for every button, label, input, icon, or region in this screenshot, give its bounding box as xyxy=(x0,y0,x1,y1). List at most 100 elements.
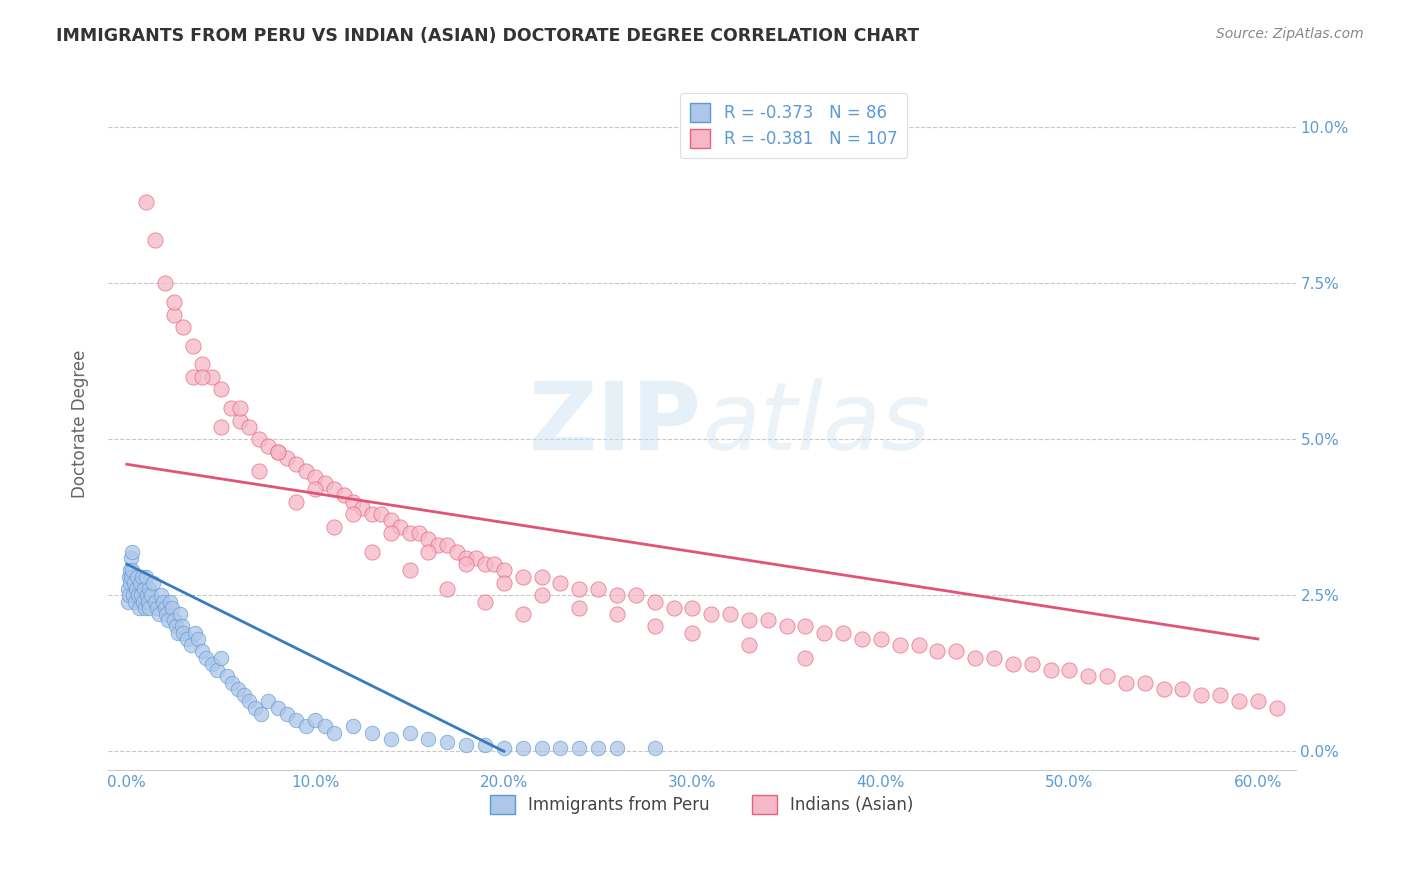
Point xyxy=(1059,663,1081,677)
Point xyxy=(138,582,160,596)
Point xyxy=(456,550,478,565)
Point xyxy=(436,538,458,552)
Point xyxy=(474,738,496,752)
Point xyxy=(127,588,149,602)
Point xyxy=(295,719,318,733)
Point xyxy=(191,358,214,372)
Point xyxy=(342,507,364,521)
Point xyxy=(117,594,139,608)
Point xyxy=(121,563,143,577)
Point xyxy=(1021,657,1043,671)
Point xyxy=(492,563,515,577)
Point xyxy=(550,575,572,590)
Point xyxy=(361,725,384,739)
Point xyxy=(118,575,141,590)
Point xyxy=(169,607,191,621)
Point xyxy=(166,625,188,640)
Point xyxy=(794,650,817,665)
Point xyxy=(456,738,478,752)
Point xyxy=(172,625,194,640)
Point xyxy=(484,557,506,571)
Point xyxy=(257,439,280,453)
Point xyxy=(662,600,685,615)
Text: Source: ZipAtlas.com: Source: ZipAtlas.com xyxy=(1216,27,1364,41)
Point xyxy=(138,600,160,615)
Point xyxy=(474,557,496,571)
Point xyxy=(586,582,609,596)
Point xyxy=(512,607,534,621)
Point xyxy=(436,582,458,596)
Point xyxy=(1171,681,1194,696)
Point xyxy=(238,694,260,708)
Point xyxy=(127,569,149,583)
Point xyxy=(568,741,591,756)
Point xyxy=(606,607,628,621)
Point xyxy=(1039,663,1062,677)
Point xyxy=(266,444,288,458)
Point xyxy=(181,339,204,353)
Point xyxy=(644,594,666,608)
Point xyxy=(152,594,174,608)
Point xyxy=(129,588,152,602)
Point xyxy=(436,735,458,749)
Point xyxy=(221,675,243,690)
Point xyxy=(153,600,176,615)
Point xyxy=(172,320,194,334)
Point xyxy=(398,525,420,540)
Point xyxy=(456,557,478,571)
Point xyxy=(352,500,374,515)
Point xyxy=(143,233,166,247)
Point xyxy=(775,619,797,633)
Point xyxy=(146,600,169,615)
Point xyxy=(276,706,298,721)
Point xyxy=(117,582,139,596)
Point xyxy=(794,619,817,633)
Point xyxy=(568,582,591,596)
Point xyxy=(1189,688,1212,702)
Point xyxy=(232,688,254,702)
Point xyxy=(474,594,496,608)
Point xyxy=(170,619,193,633)
Point xyxy=(1209,688,1232,702)
Point xyxy=(530,569,553,583)
Point xyxy=(153,277,176,291)
Point xyxy=(165,619,187,633)
Point xyxy=(380,513,402,527)
Legend: Immigrants from Peru, Indians (Asian): Immigrants from Peru, Indians (Asian) xyxy=(479,785,924,824)
Point xyxy=(226,681,249,696)
Point xyxy=(266,700,288,714)
Point xyxy=(155,607,177,621)
Point xyxy=(187,632,209,646)
Point xyxy=(121,544,143,558)
Point xyxy=(128,600,150,615)
Point xyxy=(118,569,141,583)
Point xyxy=(125,582,148,596)
Point xyxy=(149,588,172,602)
Point xyxy=(1001,657,1024,671)
Point xyxy=(201,370,224,384)
Point xyxy=(285,713,308,727)
Point xyxy=(332,488,354,502)
Point xyxy=(285,457,308,471)
Point xyxy=(718,607,741,621)
Point xyxy=(1153,681,1175,696)
Point xyxy=(380,525,402,540)
Point xyxy=(120,563,142,577)
Point xyxy=(120,569,142,583)
Point xyxy=(135,195,157,210)
Point xyxy=(426,538,449,552)
Point xyxy=(257,694,280,708)
Point xyxy=(512,741,534,756)
Point xyxy=(159,594,181,608)
Point xyxy=(181,370,204,384)
Point xyxy=(304,713,326,727)
Point xyxy=(176,632,198,646)
Point xyxy=(323,519,346,533)
Point xyxy=(813,625,835,640)
Point xyxy=(124,594,146,608)
Point xyxy=(398,563,420,577)
Point xyxy=(323,725,346,739)
Point xyxy=(681,625,703,640)
Point xyxy=(195,650,218,665)
Text: atlas: atlas xyxy=(702,378,929,469)
